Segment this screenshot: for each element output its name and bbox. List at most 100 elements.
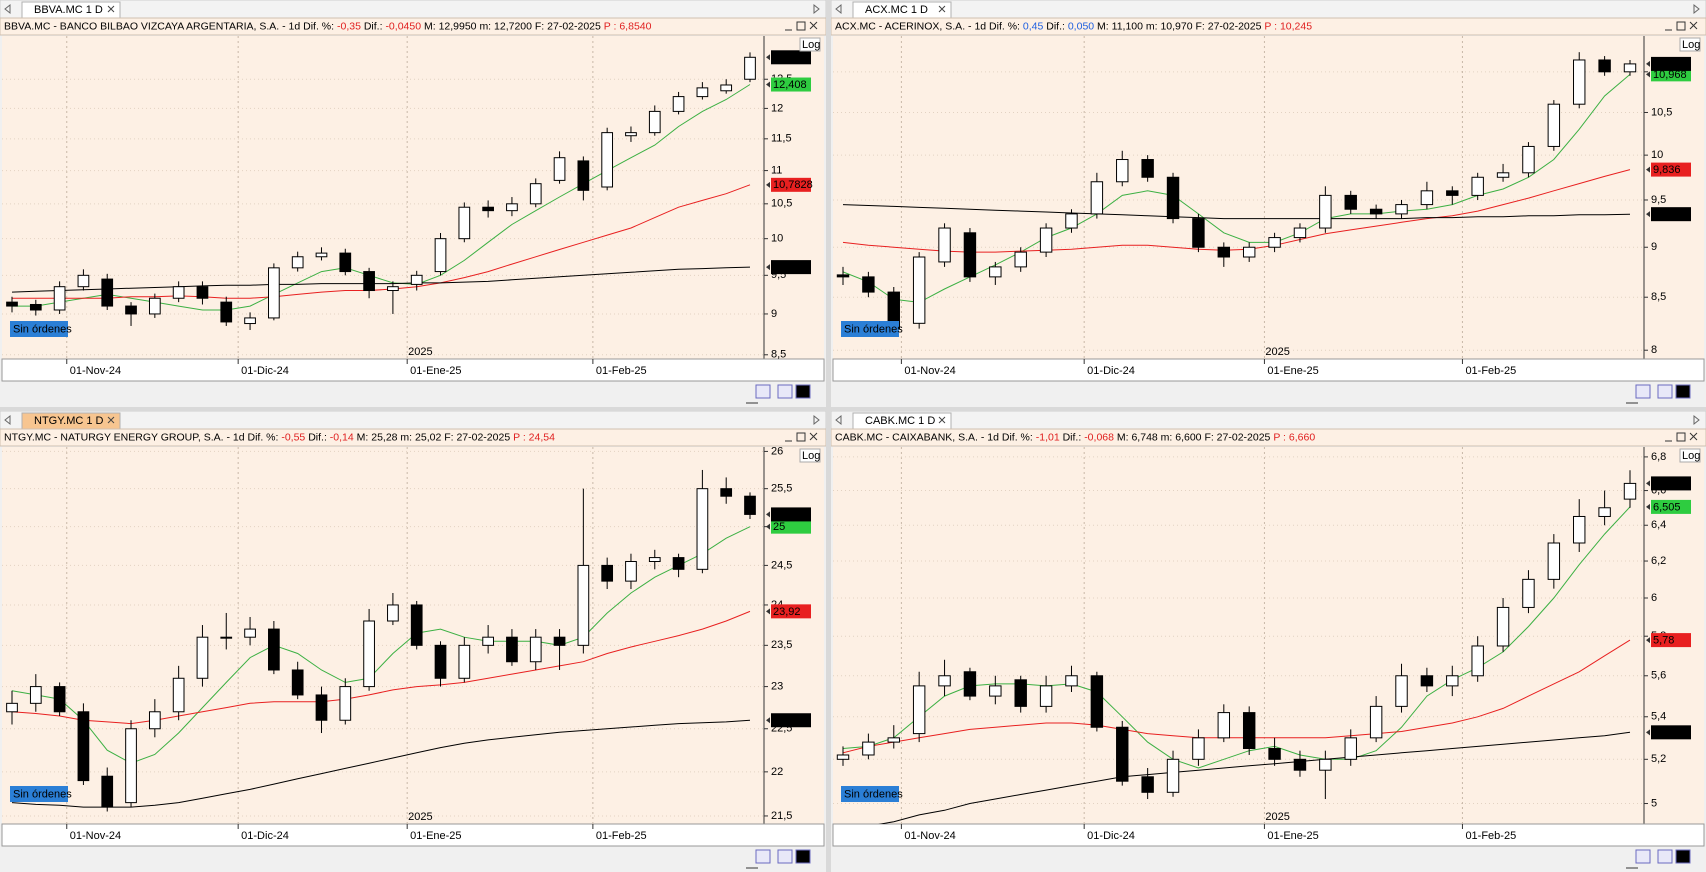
close-button[interactable] (1689, 21, 1698, 30)
header-part: P : 6,8540 (604, 20, 652, 32)
moving-average (878, 731, 1631, 824)
candle-body (1242, 246, 1256, 258)
year-label: 2025 (1265, 811, 1289, 823)
price-pointer (1646, 503, 1650, 510)
header-part: 0,050 (1068, 20, 1094, 32)
tab-scroll-right[interactable] (813, 414, 820, 426)
toolbar-button[interactable] (795, 384, 811, 399)
toolbar-button[interactable] (777, 849, 793, 864)
log-button[interactable] (799, 37, 821, 52)
candle-body (1522, 578, 1535, 608)
log-button[interactable] (799, 448, 821, 463)
price-tag (771, 519, 811, 534)
header-part: M: 11,100 m: 10,970 F: 27-02-2025 (1097, 20, 1262, 32)
candle-body (672, 557, 685, 570)
header-part: 0,45 (1023, 20, 1044, 32)
y-tick-label: 8,5 (1651, 291, 1666, 303)
tab-scroll-right[interactable] (813, 3, 820, 15)
candle-body (148, 711, 161, 730)
log-button-label: Log (802, 450, 820, 462)
candle-body (172, 677, 185, 713)
toolbar-button[interactable] (1635, 849, 1651, 864)
close-button[interactable] (809, 432, 818, 441)
header-bar (0, 17, 826, 36)
candle-body (1573, 59, 1586, 105)
x-tick-label: 01-Feb-25 (1465, 365, 1516, 377)
toolbar-button[interactable] (755, 849, 771, 864)
header-part: M: 6,748 m: 6,600 F: 27-02-2025 (1117, 431, 1271, 443)
candle-body (1090, 675, 1104, 728)
toolbar-button[interactable] (777, 384, 793, 399)
candle-body (268, 628, 280, 671)
tab-scroll-left[interactable] (835, 414, 842, 426)
y-tick-label: 10 (1651, 149, 1663, 161)
maximize-button[interactable] (796, 432, 806, 442)
tab-scroll-right[interactable] (1693, 414, 1700, 426)
candle-body (836, 754, 850, 760)
tab-scroll-left[interactable] (4, 3, 11, 15)
log-button[interactable] (1679, 448, 1701, 463)
y-tick-label: 11,5 (771, 133, 792, 145)
log-button-label: Log (1682, 450, 1700, 462)
log-button-label: Log (802, 39, 820, 51)
tab-close[interactable] (107, 5, 115, 13)
price-tag-label: 25 (773, 521, 785, 533)
candle-body (77, 274, 90, 288)
toolbar (0, 848, 826, 872)
toolbar-button[interactable] (795, 849, 811, 864)
close-button[interactable] (1689, 432, 1698, 441)
maximize-button[interactable] (1676, 432, 1686, 442)
toolbar-button[interactable] (1635, 384, 1651, 399)
price-tag-label: 6,505 (1653, 501, 1681, 513)
x-tick-label: 01-Nov-24 (904, 365, 955, 377)
tab-scroll-left[interactable] (4, 414, 11, 426)
orders-label: Sin órdenes (13, 323, 72, 335)
y-tick-label: 12 (771, 102, 783, 114)
toolbar (0, 383, 826, 407)
candle-body (553, 157, 566, 181)
close-button[interactable] (809, 21, 818, 30)
price-tag-label: 10,968 (1653, 69, 1687, 81)
candle-body (1573, 515, 1586, 544)
candle-body (410, 604, 423, 646)
price-pointer (1646, 637, 1650, 644)
tab-scroll-right[interactable] (1693, 3, 1700, 15)
header-part: -0,068 (1084, 431, 1114, 443)
x-tick-label: 01-Nov-24 (904, 830, 955, 842)
header-part: -0,0450 (385, 20, 421, 32)
tab-scroll-left[interactable] (835, 3, 842, 15)
price-tag-label: 9,347 (1653, 209, 1681, 221)
candle-body (244, 317, 256, 325)
tab-close[interactable] (938, 5, 946, 13)
toolbar-button[interactable] (755, 384, 771, 399)
candle-body (148, 297, 161, 315)
header-part: -0,14 (330, 431, 354, 443)
price-tag-label: 9,836 (1653, 164, 1681, 176)
price-pointer (1646, 480, 1650, 487)
toolbar-button[interactable] (1657, 849, 1673, 864)
y-tick-label: 23 (771, 680, 783, 692)
candle-body (410, 274, 423, 285)
candle-body (989, 266, 1002, 278)
tab-close[interactable] (938, 416, 946, 424)
candle-body (268, 267, 280, 319)
tab-close[interactable] (107, 416, 115, 424)
y-tick-label: 6,2 (1651, 555, 1666, 567)
toolbar-button[interactable] (1675, 849, 1691, 864)
maximize-button[interactable] (1676, 21, 1686, 31)
plot-area (833, 447, 1644, 824)
time-axis (832, 358, 1705, 382)
header-part: BBVA.MC - BANCO BILBAO VIZCAYA ARGENTARI… (4, 20, 334, 32)
price-tag-label: 9,6097 (773, 262, 807, 274)
header-part: Dif.: (364, 20, 383, 32)
candle-body (1268, 748, 1281, 760)
candle-body (53, 686, 66, 713)
candle-body (1192, 737, 1205, 760)
maximize-button[interactable] (796, 21, 806, 31)
log-button[interactable] (1679, 37, 1701, 52)
candle-body (601, 132, 614, 188)
x-tick-label: 01-Ene-25 (1267, 365, 1318, 377)
toolbar-button[interactable] (1675, 384, 1691, 399)
toolbar-button[interactable] (1657, 384, 1673, 399)
